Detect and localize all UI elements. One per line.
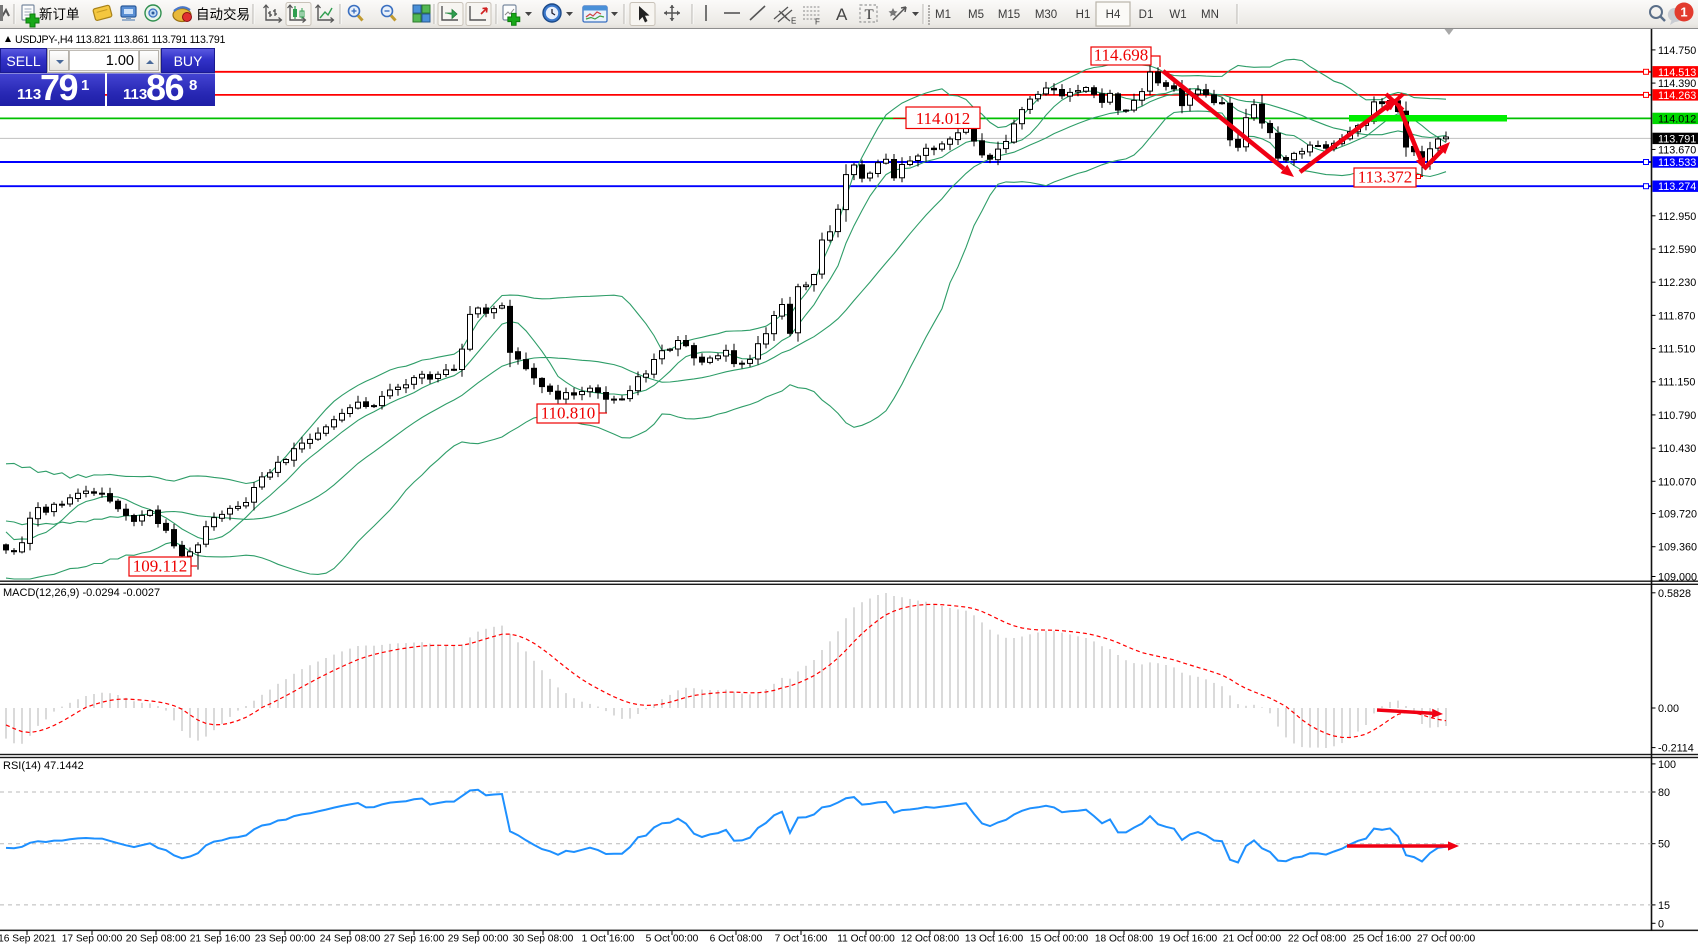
svg-text:114.390: 114.390: [1658, 78, 1696, 90]
svg-text:D1: D1: [1139, 9, 1154, 21]
svg-text:M30: M30: [1035, 9, 1057, 21]
svg-text:0: 0: [1658, 918, 1664, 930]
svg-text:112.230: 112.230: [1658, 277, 1696, 289]
svg-text:13 Oct 16:00: 13 Oct 16:00: [965, 934, 1024, 945]
svg-text:113.533: 113.533: [1658, 157, 1696, 169]
svg-text:109.720: 109.720: [1658, 509, 1697, 521]
svg-text:11 Oct 00:00: 11 Oct 00:00: [837, 934, 895, 945]
svg-text:5 Oct 00:00: 5 Oct 00:00: [646, 934, 699, 945]
svg-text:MN: MN: [1201, 9, 1219, 21]
svg-text:30 Sep 08:00: 30 Sep 08:00: [513, 934, 574, 945]
svg-text:-0.2114: -0.2114: [1658, 743, 1694, 755]
svg-text:114.012: 114.012: [1658, 113, 1696, 125]
svg-text:新订单: 新订单: [39, 7, 80, 22]
svg-text:27 Sep 16:00: 27 Sep 16:00: [384, 934, 445, 945]
svg-text:1 Oct 16:00: 1 Oct 16:00: [582, 934, 635, 945]
svg-text:110.070: 110.070: [1658, 476, 1696, 488]
svg-text:112.950: 112.950: [1658, 211, 1696, 223]
svg-text:23 Sep 00:00: 23 Sep 00:00: [255, 934, 316, 945]
svg-text:110.810: 110.810: [541, 404, 596, 423]
svg-text:24 Sep 08:00: 24 Sep 08:00: [320, 934, 381, 945]
svg-text:15 Oct 00:00: 15 Oct 00:00: [1030, 934, 1089, 945]
svg-text:自动交易: 自动交易: [196, 6, 250, 22]
svg-text:0.00: 0.00: [1658, 703, 1679, 715]
svg-text:F: F: [815, 18, 820, 27]
svg-text:H4: H4: [1106, 9, 1121, 21]
svg-text:0.5828: 0.5828: [1658, 588, 1691, 600]
svg-text:112.590: 112.590: [1658, 244, 1696, 256]
svg-text:USDJPY-,H4 113.821 113.861 11: USDJPY-,H4 113.821 113.861 113.791 113.7…: [15, 34, 225, 46]
svg-text:113.274: 113.274: [1658, 181, 1696, 193]
svg-text:W1: W1: [1169, 9, 1186, 21]
svg-text:111.870: 111.870: [1658, 310, 1695, 322]
svg-text:M15: M15: [998, 9, 1020, 21]
svg-text:110.790: 110.790: [1658, 410, 1696, 422]
svg-text:25 Oct 16:00: 25 Oct 16:00: [1353, 934, 1412, 945]
svg-text:113.791: 113.791: [1658, 133, 1696, 145]
svg-text:15: 15: [1658, 900, 1670, 912]
svg-text:6 Oct 08:00: 6 Oct 08:00: [710, 934, 763, 945]
svg-text:109.112: 109.112: [133, 557, 188, 576]
svg-text:RSI(14) 47.1442: RSI(14) 47.1442: [3, 760, 84, 772]
svg-text:E: E: [791, 17, 796, 26]
svg-text:MACD(12,26,9) -0.0294 -0.0027: MACD(12,26,9) -0.0294 -0.0027: [3, 587, 160, 599]
svg-text:18 Oct 08:00: 18 Oct 08:00: [1095, 934, 1154, 945]
svg-text:21 Sep 16:00: 21 Sep 16:00: [190, 934, 251, 945]
svg-text:111.150: 111.150: [1658, 377, 1695, 389]
svg-text:114.012: 114.012: [916, 109, 971, 128]
svg-text:M5: M5: [968, 9, 984, 21]
svg-text:M1: M1: [935, 9, 951, 21]
svg-text:109.000: 109.000: [1658, 572, 1697, 584]
svg-text:T: T: [865, 7, 874, 23]
svg-text:20 Sep 08:00: 20 Sep 08:00: [126, 934, 187, 945]
svg-text:16 Sep 2021: 16 Sep 2021: [0, 934, 56, 945]
svg-text:A: A: [836, 5, 848, 24]
svg-text:22 Oct 08:00: 22 Oct 08:00: [1288, 934, 1347, 945]
svg-text:12 Oct 08:00: 12 Oct 08:00: [901, 934, 960, 945]
svg-text:7 Oct 16:00: 7 Oct 16:00: [775, 934, 828, 945]
svg-text:29 Sep 00:00: 29 Sep 00:00: [448, 934, 509, 945]
svg-text:27 Oct 00:00: 27 Oct 00:00: [1417, 934, 1476, 945]
svg-text:113.372: 113.372: [1358, 168, 1413, 187]
svg-text:114.263: 114.263: [1658, 90, 1696, 102]
svg-text:1: 1: [1680, 5, 1687, 20]
svg-text:114.513: 114.513: [1658, 67, 1696, 79]
svg-text:17 Sep 00:00: 17 Sep 00:00: [62, 934, 123, 945]
svg-text:111.510: 111.510: [1658, 344, 1695, 356]
svg-text:21 Oct 00:00: 21 Oct 00:00: [1223, 934, 1282, 945]
svg-text:100: 100: [1658, 759, 1676, 771]
svg-text:109.360: 109.360: [1658, 542, 1697, 554]
svg-text:110.430: 110.430: [1658, 443, 1696, 455]
svg-text:114.698: 114.698: [1094, 46, 1149, 65]
svg-text:114.750: 114.750: [1658, 45, 1696, 57]
svg-text:19 Oct 16:00: 19 Oct 16:00: [1159, 934, 1218, 945]
svg-text:H1: H1: [1076, 9, 1091, 21]
svg-text:113.670: 113.670: [1658, 144, 1696, 156]
svg-text:80: 80: [1658, 787, 1670, 799]
svg-text:50: 50: [1658, 839, 1670, 851]
